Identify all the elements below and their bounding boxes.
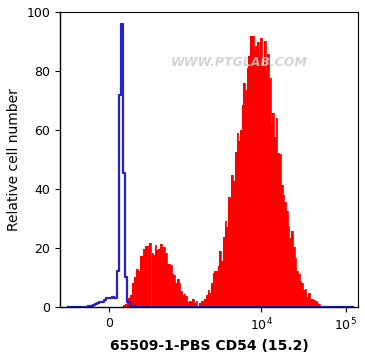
X-axis label: 65509-1-PBS CD54 (15.2): 65509-1-PBS CD54 (15.2) [110,339,308,353]
Text: WWW.PTGLAB.COM: WWW.PTGLAB.COM [170,56,307,69]
Y-axis label: Relative cell number: Relative cell number [7,88,21,231]
